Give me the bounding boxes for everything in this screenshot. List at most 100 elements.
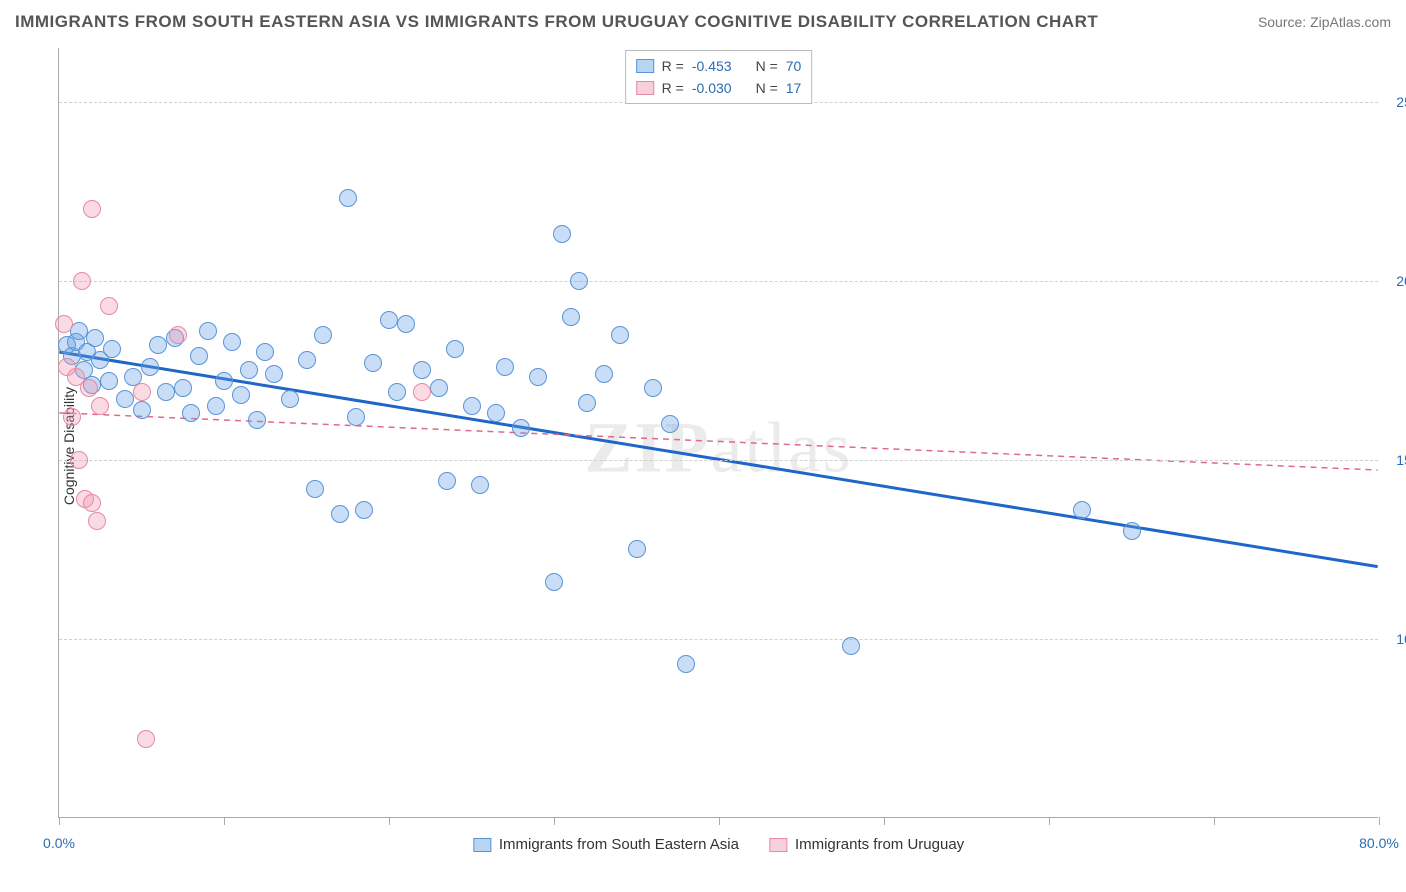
chart-source: Source: ZipAtlas.com	[1258, 14, 1391, 30]
legend-item-uruguay: Immigrants from Uruguay	[769, 836, 964, 853]
data-point-se_asia	[355, 501, 373, 519]
r-label: R =	[662, 77, 684, 99]
legend-series: Immigrants from South Eastern Asia Immig…	[473, 836, 964, 853]
trend-lines-svg	[59, 48, 1378, 817]
y-tick-label: 15.0%	[1386, 452, 1406, 468]
data-point-se_asia	[182, 404, 200, 422]
x-tick	[389, 817, 390, 825]
data-point-se_asia	[496, 358, 514, 376]
data-point-se_asia	[298, 351, 316, 369]
data-point-se_asia	[471, 476, 489, 494]
r-value-se-asia: -0.453	[692, 55, 732, 77]
data-point-uruguay	[413, 383, 431, 401]
data-point-se_asia	[413, 361, 431, 379]
swatch-uruguay	[636, 81, 654, 95]
x-tick-label: 0.0%	[43, 835, 75, 851]
data-point-se_asia	[86, 329, 104, 347]
data-point-uruguay	[83, 200, 101, 218]
data-point-se_asia	[248, 411, 266, 429]
data-point-uruguay	[63, 408, 81, 426]
data-point-se_asia	[331, 505, 349, 523]
gridline-h	[59, 460, 1378, 461]
r-label: R =	[662, 55, 684, 77]
data-point-se_asia	[306, 480, 324, 498]
data-point-uruguay	[70, 451, 88, 469]
data-point-se_asia	[207, 397, 225, 415]
data-point-uruguay	[100, 297, 118, 315]
n-value-uruguay: 17	[786, 77, 802, 99]
data-point-se_asia	[570, 272, 588, 290]
data-point-se_asia	[562, 308, 580, 326]
plot-area: ZIPatlas R = -0.453 N = 70 R = -0.030 N …	[58, 48, 1378, 818]
data-point-uruguay	[133, 383, 151, 401]
data-point-se_asia	[1073, 501, 1091, 519]
data-point-se_asia	[265, 365, 283, 383]
y-tick-label: 10.0%	[1386, 631, 1406, 647]
x-tick-label: 80.0%	[1359, 835, 1399, 851]
data-point-se_asia	[133, 401, 151, 419]
data-point-se_asia	[149, 336, 167, 354]
data-point-se_asia	[446, 340, 464, 358]
data-point-se_asia	[595, 365, 613, 383]
data-point-se_asia	[116, 390, 134, 408]
x-tick	[719, 817, 720, 825]
legend-row-se-asia: R = -0.453 N = 70	[636, 55, 802, 77]
data-point-se_asia	[190, 347, 208, 365]
data-point-se_asia	[240, 361, 258, 379]
data-point-se_asia	[199, 322, 217, 340]
data-point-se_asia	[463, 397, 481, 415]
x-tick	[1214, 817, 1215, 825]
gridline-h	[59, 639, 1378, 640]
data-point-se_asia	[314, 326, 332, 344]
data-point-se_asia	[397, 315, 415, 333]
data-point-se_asia	[103, 340, 121, 358]
data-point-se_asia	[100, 372, 118, 390]
data-point-se_asia	[578, 394, 596, 412]
data-point-se_asia	[215, 372, 233, 390]
data-point-se_asia	[529, 368, 547, 386]
data-point-se_asia	[611, 326, 629, 344]
x-tick	[59, 817, 60, 825]
data-point-se_asia	[157, 383, 175, 401]
legend-label-uruguay: Immigrants from Uruguay	[795, 836, 964, 853]
n-value-se-asia: 70	[786, 55, 802, 77]
data-point-se_asia	[430, 379, 448, 397]
x-tick	[1379, 817, 1380, 825]
data-point-uruguay	[88, 512, 106, 530]
data-point-se_asia	[347, 408, 365, 426]
y-tick-label: 25.0%	[1386, 94, 1406, 110]
data-point-se_asia	[512, 419, 530, 437]
swatch-se-asia	[473, 838, 491, 852]
data-point-se_asia	[842, 637, 860, 655]
data-point-se_asia	[553, 225, 571, 243]
chart-title: IMMIGRANTS FROM SOUTH EASTERN ASIA VS IM…	[15, 12, 1098, 32]
legend-row-uruguay: R = -0.030 N = 17	[636, 77, 802, 99]
chart-header: IMMIGRANTS FROM SOUTH EASTERN ASIA VS IM…	[15, 12, 1391, 32]
n-label: N =	[756, 77, 778, 99]
r-value-uruguay: -0.030	[692, 77, 732, 99]
data-point-uruguay	[137, 730, 155, 748]
data-point-uruguay	[55, 315, 73, 333]
n-label: N =	[756, 55, 778, 77]
data-point-se_asia	[174, 379, 192, 397]
legend-correlation-box: R = -0.453 N = 70 R = -0.030 N = 17	[625, 50, 813, 104]
data-point-se_asia	[364, 354, 382, 372]
data-point-uruguay	[80, 379, 98, 397]
data-point-uruguay	[91, 397, 109, 415]
swatch-uruguay	[769, 838, 787, 852]
x-tick	[224, 817, 225, 825]
x-tick	[1049, 817, 1050, 825]
x-tick	[554, 817, 555, 825]
data-point-se_asia	[232, 386, 250, 404]
data-point-se_asia	[388, 383, 406, 401]
legend-item-se-asia: Immigrants from South Eastern Asia	[473, 836, 739, 853]
data-point-se_asia	[281, 390, 299, 408]
data-point-se_asia	[256, 343, 274, 361]
data-point-se_asia	[1123, 522, 1141, 540]
data-point-se_asia	[545, 573, 563, 591]
data-point-se_asia	[438, 472, 456, 490]
data-point-se_asia	[339, 189, 357, 207]
data-point-se_asia	[141, 358, 159, 376]
data-point-se_asia	[628, 540, 646, 558]
data-point-uruguay	[73, 272, 91, 290]
